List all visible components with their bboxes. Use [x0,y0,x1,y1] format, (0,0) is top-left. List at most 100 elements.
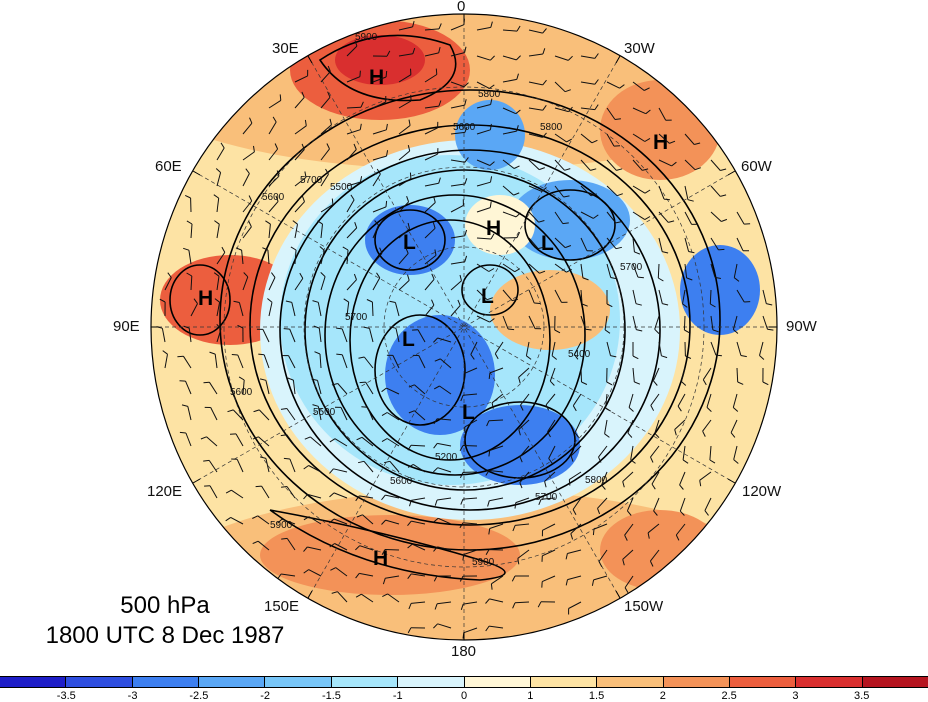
wind-barb-flag [409,172,412,179]
wind-barb [424,182,439,187]
wind-barb-flag [759,355,765,360]
wind-barb [574,419,582,433]
wind-barb-flag [356,436,363,441]
wind-barb-flag [433,517,439,523]
wind-barb-flag [354,40,358,47]
wind-barb-flag [565,553,568,560]
wind-barb-flag [653,380,658,386]
wind-barb-flag [488,528,491,535]
wind-barb [520,393,530,406]
wind-barb-flag [314,351,321,355]
wind-barb [463,367,478,375]
wind-barb [736,289,745,303]
wind-barb-flag [704,510,709,516]
wind-barb [398,228,410,239]
wind-barb [632,367,635,382]
wind-barb-flag [355,573,360,579]
wind-barb [372,155,387,161]
wind-barb [261,485,270,499]
wind-barb-flag [433,623,438,629]
wind-barb-flag [213,194,219,199]
wind-barb [385,519,400,525]
wind-barb-flag [591,579,595,586]
wind-barb [651,471,660,485]
wind-barb [161,328,166,343]
wind-barb-flag [186,220,193,225]
wind-barb-flag [434,249,437,256]
wind-barb-flag [325,168,329,175]
wind-barb-flag [280,434,287,437]
wind-barb-flag [624,587,629,594]
wind-barb [568,601,582,609]
wind-barb-flag [624,534,628,541]
wind-barb [268,121,277,135]
wind-barb-flag [548,458,553,464]
wind-barb [647,523,660,534]
wind-barb [210,407,218,421]
wind-barb-flag [538,499,542,505]
wind-barb [268,224,271,239]
wind-barb [652,367,660,382]
wind-barb [424,255,437,265]
wind-barb-flag [460,603,464,610]
wind-barb [682,289,686,304]
wind-barb [658,185,665,200]
wind-barb [580,263,584,278]
contour-label: 5800 [478,89,501,100]
wind-barb-flag [606,303,613,308]
wind-barb-flag [290,246,297,251]
wind-barb [567,549,582,554]
wind-barb [502,159,515,169]
wind-barb [372,252,383,265]
wind-barb-flag [409,500,412,507]
wind-barb [528,263,540,274]
wind-barb [675,523,686,536]
wind-barb-flag [702,379,707,386]
wind-barb-flag [359,381,366,384]
wind-barb [541,497,556,500]
wind-barb-flag [651,483,656,490]
wind-barb-flag [213,272,220,277]
wind-barb [684,185,689,200]
wind-barb [318,328,322,343]
wind-barb-flag [432,222,436,229]
wind-barb-flag [358,356,365,359]
wind-barb-flag [360,101,364,108]
wind-barb-flag [508,328,515,331]
wind-barb-flag [488,450,491,457]
wind-barb-flag [277,518,283,524]
wind-barb [291,302,296,317]
wind-barb-flag [235,247,242,251]
wind-barb-flag [281,486,288,488]
wind-barb [292,380,296,395]
wind-barb [650,549,660,562]
wind-barb [632,289,637,304]
wind-barbs [156,18,774,639]
wind-barb-flag [353,273,357,280]
wind-barb-flag [252,436,259,440]
wind-barb-flag [634,251,641,255]
wind-barb-flag [386,50,391,57]
lon-label-30w: 30W [624,40,655,57]
wind-barb [684,263,688,278]
wind-barb-flag [383,460,391,464]
wind-barb-flag [433,385,440,390]
wind-barb-flag [167,272,172,278]
wind-barb [164,277,172,291]
wind-barb [385,575,400,579]
wind-barb [502,289,513,301]
wind-barb-flag [329,118,332,125]
wind-barb [554,263,567,273]
wind-barb [294,224,298,239]
wind-barb [710,185,721,197]
wind-barb-flag [688,251,695,254]
time-label: 1800 UTC 8 Dec 1987 [45,622,285,649]
wind-barb [730,419,738,433]
wind-barb-flag [407,274,410,281]
wind-barb-flag [407,627,412,634]
wind-barb-flag [382,578,386,585]
wind-barb [514,601,530,604]
wind-barb [242,173,250,187]
wind-barb [341,328,348,343]
